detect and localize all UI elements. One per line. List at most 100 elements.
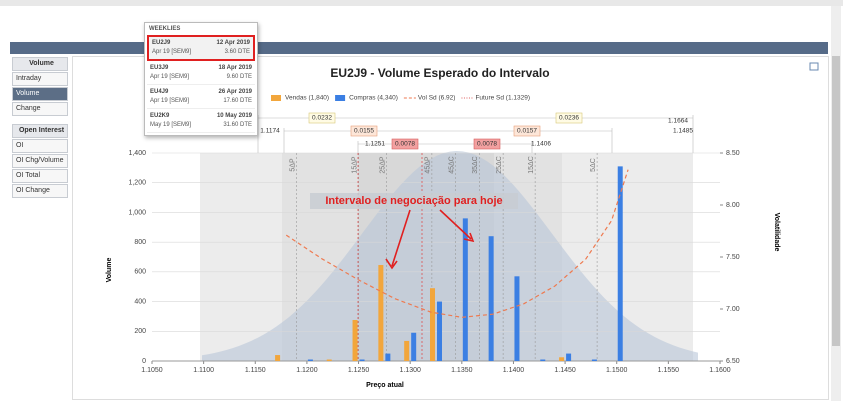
annotation-bg	[310, 193, 518, 209]
vol-line	[285, 169, 629, 318]
item-field: 9.60 DTE	[226, 74, 252, 80]
item-field: EU2K9	[150, 113, 170, 119]
range-label: 0.0078	[477, 141, 497, 148]
bar	[411, 332, 417, 361]
bar	[359, 359, 365, 361]
strike-label: 15ΔP	[351, 156, 358, 173]
x-tick-label: 1.1450	[554, 367, 576, 374]
dropdown-item[interactable]: EU2K9 10 May 2019 May 19 [SEM9] 31.60 DTE	[147, 110, 255, 133]
chart: 0 200 400 600 800 1,000 1,200 1,400 6.50 7.00 7.50…	[72, 56, 829, 400]
x-tick-label: 1.1150	[245, 367, 266, 374]
item-field: 26 Apr 2019	[218, 89, 252, 95]
range-label: 0.0236	[559, 115, 579, 122]
item-field: EU4J9	[150, 89, 169, 95]
range-box	[473, 138, 501, 150]
item-field: 12 Apr 2019	[216, 40, 250, 46]
dropdown-item[interactable]: EU2J9 12 Apr 2019 Apr 19 [SEM9] 3.60 DTE	[147, 35, 255, 61]
bar	[437, 301, 442, 361]
y-tick-label: 800	[134, 239, 146, 246]
range-box	[555, 112, 583, 124]
strike-label: 45ΔP	[425, 156, 432, 173]
item-field: 10 May 2019	[216, 113, 252, 119]
range-label: 1.1664	[668, 118, 688, 125]
strike-label: 15ΔC	[528, 156, 535, 174]
x-tick-label: 1.1300	[399, 367, 421, 374]
bar	[488, 236, 494, 361]
dropdown-item[interactable]: EU3J9 18 Apr 2019 Apr 19 [SEM9] 9.60 DTE	[147, 62, 255, 85]
y-tick-label: 400	[134, 298, 146, 305]
bar	[617, 166, 623, 361]
strike-label: 25ΔC	[496, 156, 503, 174]
y-tick-label: 1,000	[128, 209, 146, 216]
menu-item[interactable]: OI	[12, 139, 68, 153]
y-tick-label: 600	[134, 269, 146, 276]
bar	[462, 218, 468, 361]
item-field: 31.60 DTE	[223, 122, 252, 128]
annotation: Intervalo de negociação para hoje	[325, 195, 502, 207]
bar	[591, 359, 597, 361]
x-tick-label: 1.1050	[141, 367, 163, 374]
dropdown-item[interactable]: EU4J9 26 Apr 2019 Apr 19 [SEM9] 17.60 DTE	[147, 86, 255, 109]
x-tick-label: 1.1350	[451, 367, 473, 374]
strike-label: 25ΔP	[379, 156, 386, 173]
item-field: Apr 19 [SEM9]	[150, 98, 190, 104]
item-field: Apr 19 [SEM9]	[150, 74, 190, 80]
x-tick-label: 1.1100	[193, 367, 214, 374]
x-tick-label: 1.1250	[348, 367, 370, 374]
strike-label: 5ΔP	[289, 158, 296, 172]
bar	[307, 359, 313, 361]
legend-swatch	[335, 95, 346, 101]
y-tick-label: 1,400	[128, 150, 146, 157]
y-tick-label: 0	[142, 358, 146, 365]
range-label: 0.0155	[354, 128, 374, 135]
item-field: EU2J9	[152, 40, 171, 46]
dropdown: WEEKLIES EU2J9 12 Apr 2019 Apr 19 [SEM9] 3.6…	[144, 22, 258, 136]
bar	[275, 355, 281, 361]
range-box	[513, 125, 541, 137]
distribution-area	[202, 151, 698, 361]
menu-item[interactable]: OI Total	[12, 169, 68, 183]
legend-label: Vol Sd (6.92)	[418, 95, 456, 102]
range-box	[308, 112, 336, 124]
menu-item[interactable]: Volume	[12, 87, 68, 101]
legend-label: Vendas (1,840)	[285, 95, 329, 102]
bar	[378, 265, 384, 361]
arrow	[385, 209, 411, 270]
strike-label: 45ΔC	[448, 156, 455, 174]
y2-tick-label: 6.50	[726, 358, 740, 365]
range-label: 1.1406	[531, 141, 551, 148]
scrollbar	[831, 6, 841, 401]
range-label: 1.1485	[673, 128, 693, 135]
bar	[352, 319, 358, 361]
range-box	[350, 125, 378, 137]
range-label: 0.0078	[395, 141, 415, 148]
y-tick-label: 200	[134, 328, 146, 335]
menu-item[interactable]: Intraday	[12, 72, 68, 86]
bar	[326, 359, 332, 361]
y2-tick-label: 8.50	[726, 150, 740, 157]
range-label: 1.1174	[260, 128, 280, 135]
item-field: 18 Apr 2019	[218, 65, 252, 71]
range-label: 0.0232	[312, 115, 332, 122]
y-tick-label: 1,200	[128, 180, 146, 187]
range-label: 1.1251	[365, 141, 385, 148]
y2-tick-label: 7.00	[726, 306, 740, 313]
section-header: Volume	[12, 57, 68, 71]
item-field: 3.60 DTE	[224, 49, 250, 55]
bar	[430, 288, 435, 361]
item-field: Apr 19 [SEM9]	[152, 49, 192, 55]
y2-tick-label: 7.50	[726, 254, 740, 261]
x-axis-label: Preço atual	[366, 382, 404, 389]
y-axis-label: Volume	[106, 258, 113, 283]
range-box	[391, 138, 419, 150]
range-label: 0.0157	[517, 128, 537, 135]
menu-item[interactable]: Change	[12, 102, 68, 116]
arrow	[439, 209, 475, 243]
item-field: May 19 [SEM9]	[150, 122, 192, 128]
section-header: Open Interest	[12, 124, 68, 138]
menu-item[interactable]: OI Change	[12, 184, 68, 198]
menu-item[interactable]: OI Chg/Volume	[12, 154, 68, 168]
item-field: EU3J9	[150, 65, 169, 71]
legend-swatch	[271, 95, 281, 101]
